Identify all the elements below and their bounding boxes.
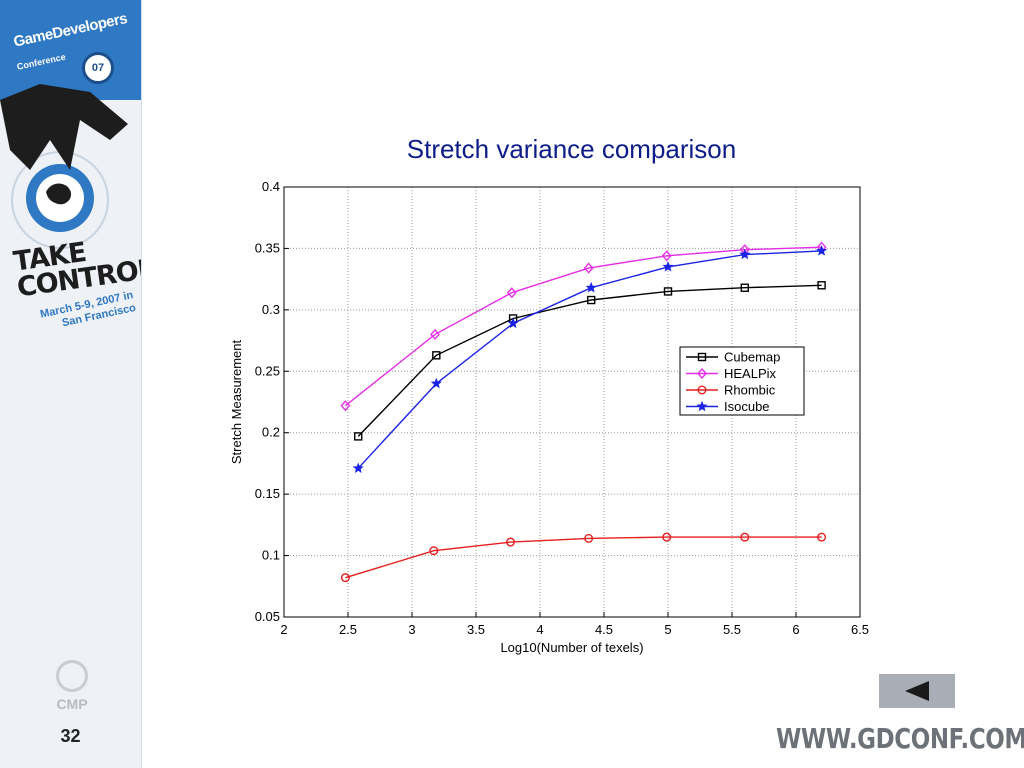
- legend-label: Cubemap: [724, 350, 780, 365]
- x-tick-label: 3.5: [467, 622, 485, 637]
- circle-marker: [740, 532, 750, 542]
- sponsor-logo: CMP: [50, 660, 94, 716]
- circle-marker: [429, 546, 439, 556]
- diamond-marker: [430, 328, 440, 340]
- y-tick-label: 0.05: [255, 609, 280, 624]
- legend-label: Isocube: [724, 399, 770, 414]
- legend-item: Rhombic: [686, 383, 776, 398]
- diamond-marker: [697, 367, 707, 380]
- y-tick-label: 0.25: [255, 363, 280, 378]
- x-tick-label: 4.5: [595, 622, 613, 637]
- star-marker: [662, 261, 674, 272]
- square-marker: [354, 432, 363, 441]
- diamond-marker: [583, 262, 594, 274]
- x-tick-label: 5.5: [723, 622, 741, 637]
- square-marker: [432, 351, 441, 360]
- legend-label: Rhombic: [724, 383, 776, 398]
- star-marker: [696, 400, 708, 412]
- diamond-marker: [661, 250, 672, 262]
- x-tick-label: 3: [408, 622, 415, 637]
- star-marker: [507, 317, 519, 329]
- square-marker: [587, 295, 596, 305]
- circle-marker: [817, 532, 827, 542]
- legend-item: Isocube: [686, 399, 770, 414]
- series-line: [357, 284, 822, 437]
- square-marker: [663, 287, 673, 296]
- diamond-marker: [340, 400, 351, 412]
- legend-label: HEALPix: [724, 366, 777, 381]
- page-number: 32: [60, 726, 81, 746]
- y-tick-label: 0.2: [262, 425, 280, 440]
- circle-marker: [584, 533, 594, 543]
- circle-marker: [340, 573, 350, 583]
- sponsor-mark-icon: [56, 660, 88, 692]
- x-tick-label: 2.5: [339, 622, 357, 637]
- y-axis-label: Stretch Measurement: [229, 339, 244, 464]
- y-tick-label: 0.35: [255, 240, 280, 255]
- square-marker: [697, 352, 707, 362]
- y-tick-label: 0.15: [255, 486, 280, 501]
- chart-title: Stretch variance comparison: [406, 134, 737, 164]
- back-button[interactable]: [879, 674, 955, 708]
- series-isocube: [352, 245, 828, 474]
- square-marker: [740, 283, 749, 292]
- x-tick-label: 5: [664, 622, 671, 637]
- diamond-marker: [506, 287, 517, 299]
- x-tick-label: 6.5: [851, 622, 869, 637]
- y-tick-label: 0.1: [262, 548, 280, 563]
- star-marker: [352, 462, 364, 474]
- brand-year-badge: 07: [82, 52, 114, 84]
- x-tick-label: 2: [280, 622, 287, 637]
- square-marker: [817, 281, 826, 290]
- y-tick-label: 0.3: [262, 302, 280, 317]
- star-marker: [816, 245, 828, 256]
- sponsor-name: CMP: [56, 696, 88, 712]
- triangle-left-icon: [905, 681, 929, 701]
- legend-item: HEALPix: [686, 366, 777, 381]
- hand-globe-logo: [0, 84, 128, 249]
- circle-marker: [506, 537, 516, 547]
- star-marker: [585, 281, 597, 293]
- circle-marker: [662, 532, 672, 542]
- plot-frame: [283, 186, 861, 618]
- series-group: [340, 241, 828, 583]
- series-rhombic: [340, 532, 827, 583]
- x-tick-label: 4: [536, 622, 543, 637]
- star-marker: [739, 248, 751, 260]
- x-axis-label: Log10(Number of texels): [500, 640, 643, 655]
- y-tick-label: 0.4: [262, 179, 280, 194]
- x-tick-label: 6: [792, 622, 799, 637]
- legend-box: [679, 346, 805, 416]
- legend-item: Cubemap: [686, 350, 780, 365]
- sidebar: GameDevelopers Conference 07 TAKE CONTRO…: [0, 0, 142, 768]
- website-url: WWW.GDCONF.COM: [776, 722, 1024, 755]
- star-marker: [430, 377, 442, 389]
- series-line: [345, 536, 822, 579]
- brand-band: [0, 0, 141, 100]
- axes: 2 2.5 3 3.5 4 4.5 5 5.5 6 6.5 0.05 0.1 0.15 0.2 0.25 0.…: [255, 179, 869, 637]
- circle-marker: [697, 385, 707, 395]
